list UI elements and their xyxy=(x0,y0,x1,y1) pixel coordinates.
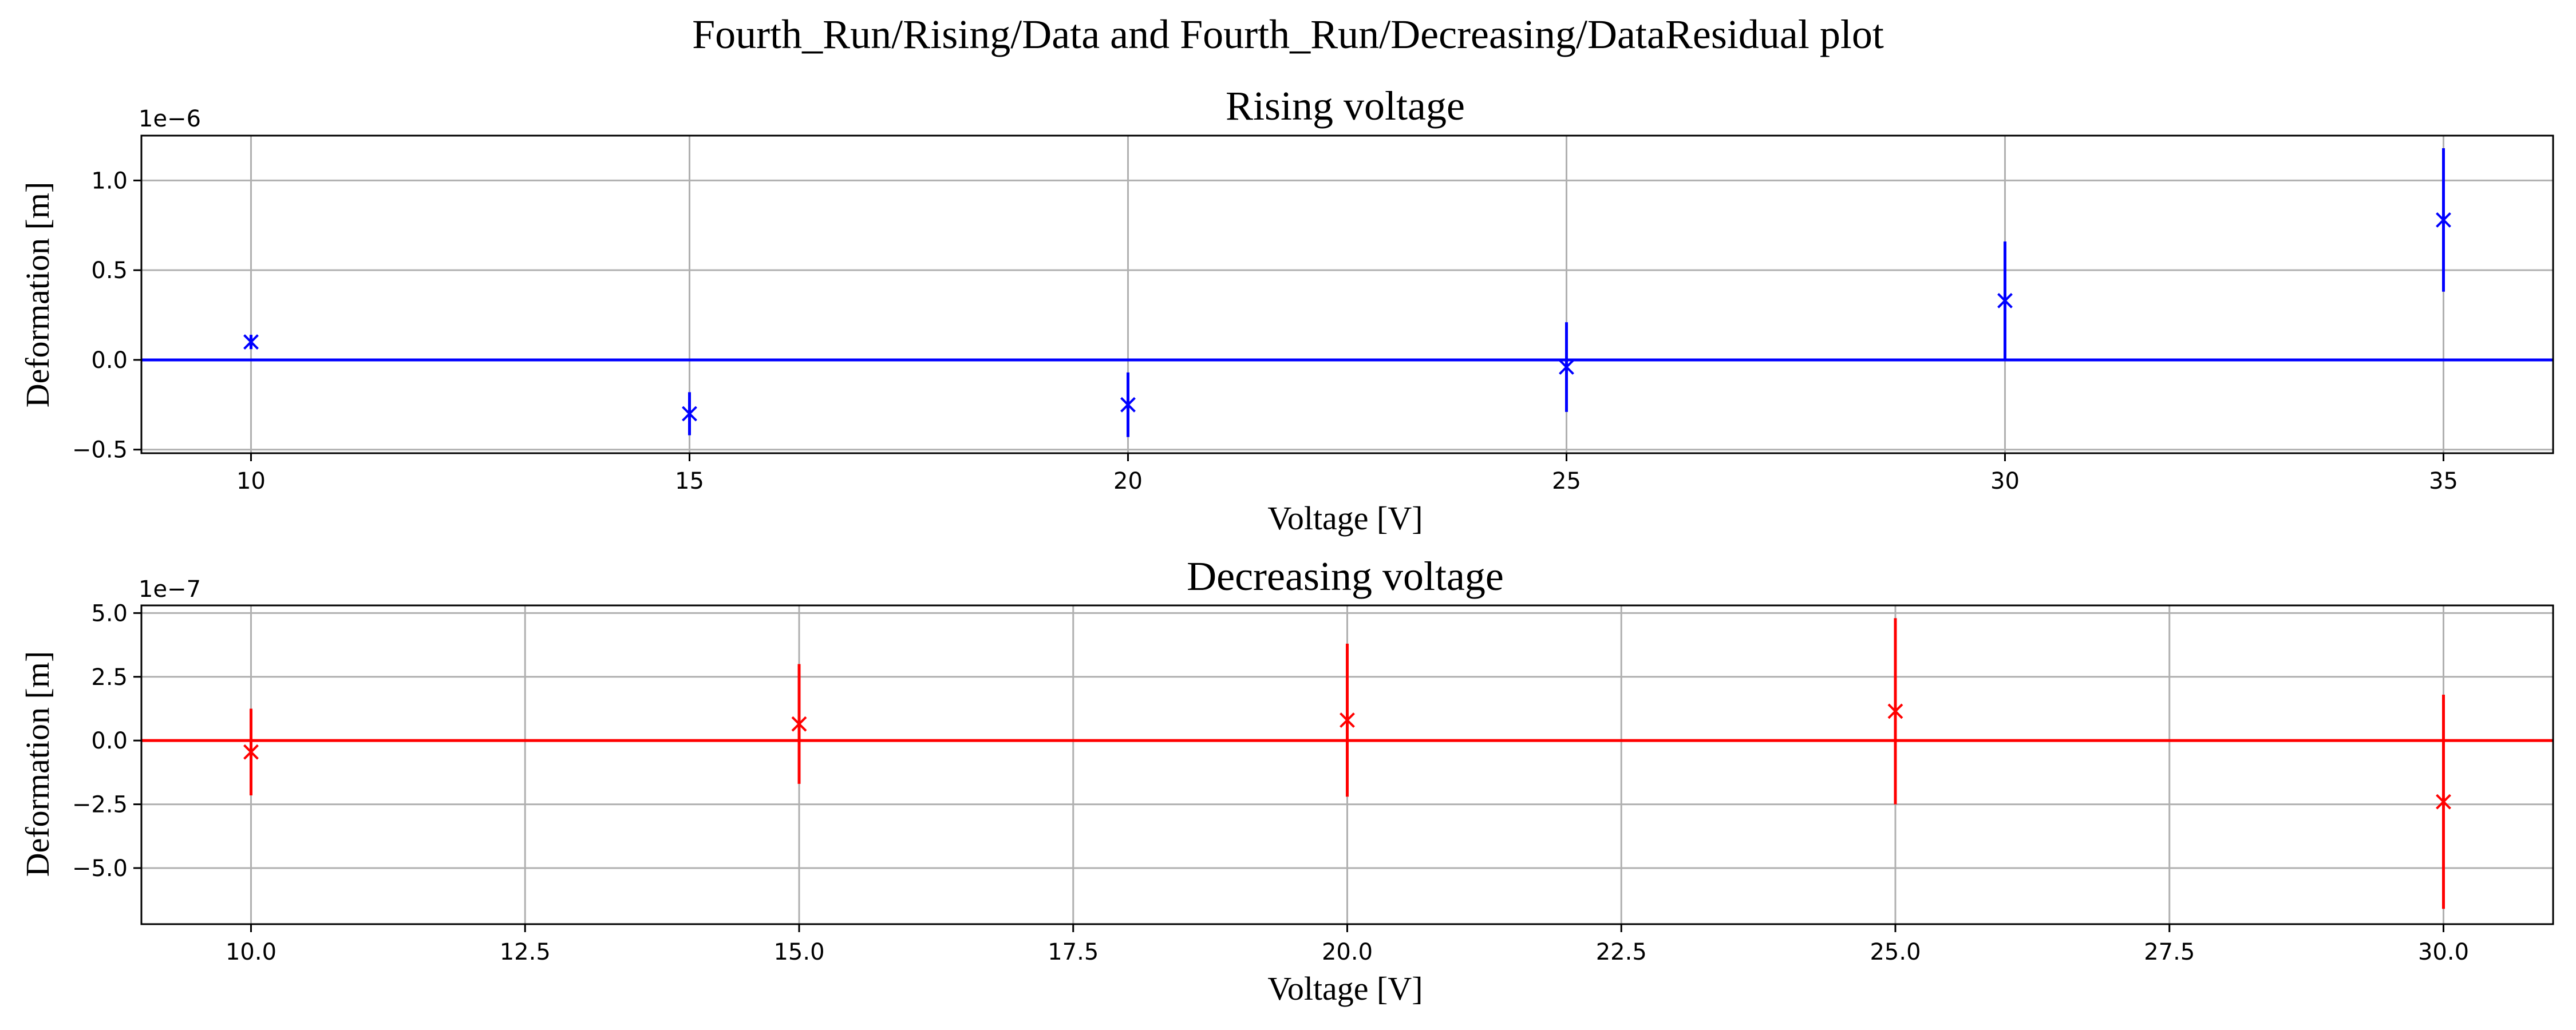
decreasing-voltage-ytick-label: 5.0 xyxy=(91,600,128,627)
decreasing-voltage-ytick-label: −2.5 xyxy=(72,792,128,818)
rising-voltage-offset-text: 1e−6 xyxy=(139,106,201,132)
rising-voltage-panel: Rising voltage 1e−6 Voltage [V] Deformat… xyxy=(19,83,2554,537)
rising-voltage-xticks: 10 15 20 25 30 35 xyxy=(236,453,2458,494)
rising-voltage-ytick-label: −0.5 xyxy=(72,437,128,464)
rising-voltage-ytick-label: 0.0 xyxy=(91,347,128,374)
rising-voltage-data-point xyxy=(243,334,259,350)
decreasing-voltage-xtick-label: 27.5 xyxy=(2144,939,2195,965)
decreasing-voltage-xtick-label: 20.0 xyxy=(1322,939,1373,965)
decreasing-voltage-title: Decreasing voltage xyxy=(1187,553,1504,599)
rising-voltage-data-point xyxy=(682,406,697,422)
decreasing-voltage-ylabel: Deformation [m] xyxy=(19,651,56,877)
rising-voltage-xtick-label: 25 xyxy=(1552,468,1581,494)
decreasing-voltage-xtick-label: 12.5 xyxy=(500,939,551,965)
rising-voltage-data-point xyxy=(2436,212,2451,228)
decreasing-voltage-data-point xyxy=(1887,703,1903,719)
rising-voltage-xtick-label: 20 xyxy=(1113,468,1143,494)
rising-voltage-title: Rising voltage xyxy=(1226,83,1465,129)
decreasing-voltage-data-point xyxy=(243,744,259,760)
decreasing-voltage-ytick-label: 0.0 xyxy=(91,728,128,754)
decreasing-voltage-xlabel: Voltage [V] xyxy=(1267,970,1423,1007)
rising-voltage-data-point xyxy=(1997,293,2013,308)
decreasing-voltage-xtick-label: 22.5 xyxy=(1596,939,1647,965)
decreasing-voltage-xtick-label: 17.5 xyxy=(1048,939,1099,965)
decreasing-voltage-markers xyxy=(243,703,2451,810)
rising-voltage-xtick-label: 15 xyxy=(675,468,704,494)
rising-voltage-data-point xyxy=(1120,397,1136,413)
rising-voltage-axes-frame xyxy=(140,134,2554,454)
rising-voltage-ytick-label: 0.5 xyxy=(91,258,128,284)
rising-voltage-ylabel: Deformation [m] xyxy=(19,182,56,408)
rising-voltage-xlabel: Voltage [V] xyxy=(1267,500,1423,537)
rising-voltage-xtick-label: 10 xyxy=(236,468,266,494)
decreasing-voltage-xticks: 10.0 12.5 15.0 17.5 20.0 22.5 25.0 27.5 30.0 xyxy=(226,924,2469,965)
decreasing-voltage-xtick-label: 15.0 xyxy=(773,939,824,965)
rising-voltage-xtick-label: 35 xyxy=(2429,468,2458,494)
rising-voltage-markers xyxy=(243,212,2451,422)
decreasing-voltage-data-point xyxy=(791,716,807,732)
rising-voltage-errorbars xyxy=(250,148,2445,437)
decreasing-voltage-xtick-label: 10.0 xyxy=(226,939,276,965)
rising-voltage-ytick-label: 1.0 xyxy=(91,168,128,194)
decreasing-voltage-xtick-label: 25.0 xyxy=(1870,939,1921,965)
decreasing-voltage-data-point xyxy=(2436,794,2451,810)
rising-voltage-xtick-label: 30 xyxy=(1990,468,2020,494)
decreasing-voltage-ytick-label: −5.0 xyxy=(72,855,128,882)
decreasing-voltage-yticks: −5.0 −2.5 0.0 2.5 5.0 xyxy=(72,600,141,882)
decreasing-voltage-data-point xyxy=(1340,712,1355,728)
decreasing-voltage-ytick-label: 2.5 xyxy=(91,664,128,691)
figure-suptitle: Fourth_Run/Rising/Data and Fourth_Run/De… xyxy=(692,11,1884,57)
decreasing-voltage-xtick-label: 30.0 xyxy=(2418,939,2469,965)
rising-voltage-data-point xyxy=(1559,359,1574,375)
decreasing-voltage-offset-text: 1e−7 xyxy=(139,576,201,603)
decreasing-voltage-panel: Decreasing voltage 1e−7 Voltage [V] Defo… xyxy=(19,553,2554,1007)
rising-voltage-grid xyxy=(141,136,2553,453)
rising-voltage-yticks: −0.5 0.0 0.5 1.0 xyxy=(72,168,141,464)
